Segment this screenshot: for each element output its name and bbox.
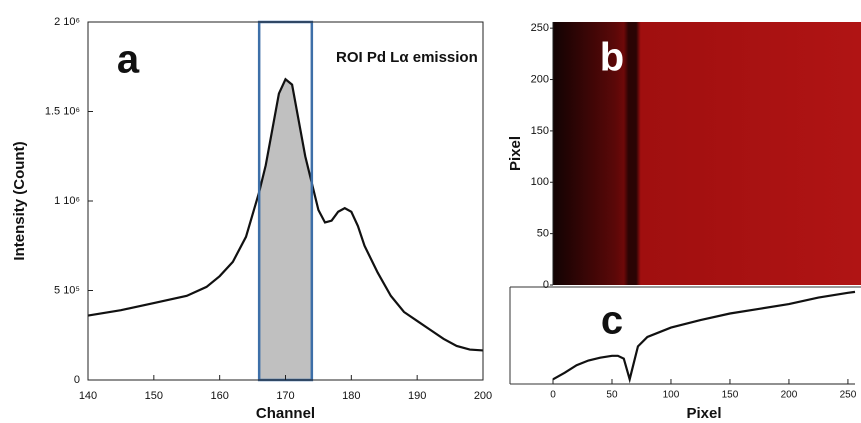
x-tick-label: 150: [145, 390, 163, 402]
y-tick-label: 2 10⁶: [54, 16, 80, 28]
x-tick-label: 100: [663, 390, 680, 401]
x-tick-label: 160: [210, 390, 228, 402]
x-tick-label: 0: [550, 390, 556, 401]
x-tick-label: 140: [79, 390, 97, 402]
x-tick-label: 200: [781, 390, 798, 401]
panel-letter: a: [117, 38, 140, 82]
x-tick-label: 170: [276, 390, 294, 402]
y-tick-label: 250: [531, 22, 549, 34]
y-tick-label: 1.5 10⁶: [45, 105, 80, 117]
x-tick-label: 190: [408, 390, 426, 402]
y-tick-label: 1 10⁶: [54, 195, 80, 207]
line: [87, 77, 484, 352]
x-tick-label: 150: [722, 390, 739, 401]
x-tick-label: 200: [474, 390, 492, 402]
y-tick-label: 150: [531, 125, 549, 137]
y-axis-label: Pixel: [507, 136, 524, 171]
panel-letter: b: [600, 36, 624, 80]
y-axis-label: Intensity (Count): [11, 141, 28, 260]
y-tick-label: 100: [531, 176, 549, 188]
detector-image: [553, 22, 861, 285]
x-axis-label: Channel: [256, 405, 315, 422]
panel-letter: c: [601, 299, 623, 343]
panel-frame: [509, 286, 861, 385]
y-tick-label: 50: [537, 228, 549, 240]
annotation: ROI Pd Lα emission: [336, 49, 478, 66]
y-tick-label: 200: [531, 73, 549, 85]
y-tick-label: 5 10⁵: [54, 284, 80, 296]
line: [552, 290, 856, 384]
roi-fill: [259, 79, 312, 380]
x-tick-label: 180: [342, 390, 360, 402]
x-axis-label: Pixel: [686, 405, 721, 422]
y-tick-label: 0: [74, 374, 80, 386]
x-tick-label: 250: [840, 390, 857, 401]
x-tick-label: 50: [606, 390, 618, 401]
y-tick-label: 0: [543, 279, 549, 291]
